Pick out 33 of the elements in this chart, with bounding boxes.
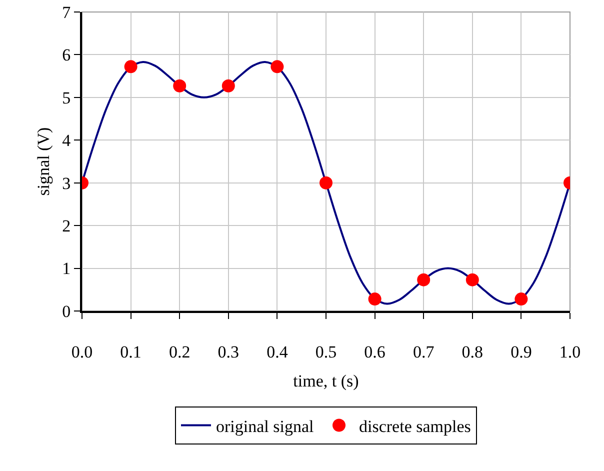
point: [124, 60, 138, 74]
x-tick-label: 0.7: [412, 342, 435, 362]
y-tick-label: 5: [62, 88, 71, 108]
point: [320, 176, 332, 190]
point: [368, 292, 382, 306]
x-tick-label: 0.1: [120, 342, 142, 362]
legend-label: original signal: [216, 416, 314, 436]
x-tick-label: 0.8: [462, 342, 484, 362]
y-tick-label: 0: [62, 302, 71, 321]
point: [466, 273, 479, 286]
x-tick-label: 0.3: [218, 342, 240, 362]
y-tick-label: 7: [62, 2, 72, 22]
y-tick-label: 2: [62, 216, 71, 236]
point: [173, 79, 186, 92]
point: [514, 292, 528, 306]
x-tick-label: 0.6: [364, 342, 386, 362]
point: [270, 60, 284, 74]
x-tick-label: 0.0: [71, 342, 93, 362]
legend-label: discrete samples: [359, 416, 471, 436]
y-tick-label: 1: [62, 259, 71, 278]
y-tick-label: 3: [62, 174, 71, 193]
x-tick-label: 0.9: [510, 342, 532, 362]
y-axis-title: signal (V): [34, 127, 54, 196]
x-tick-label: 0.2: [168, 342, 190, 362]
point: [417, 273, 430, 286]
y-tick-label: 4: [62, 131, 72, 150]
x-tick-label: 0.5: [315, 342, 337, 362]
y-tick-label: 6: [62, 46, 71, 65]
x-tick-label: 0.4: [266, 342, 288, 362]
line-series: [82, 60, 570, 305]
x-tick-label: 1.0: [559, 342, 581, 362]
point: [222, 79, 235, 92]
x-axis-title: time, t (s): [293, 371, 359, 390]
